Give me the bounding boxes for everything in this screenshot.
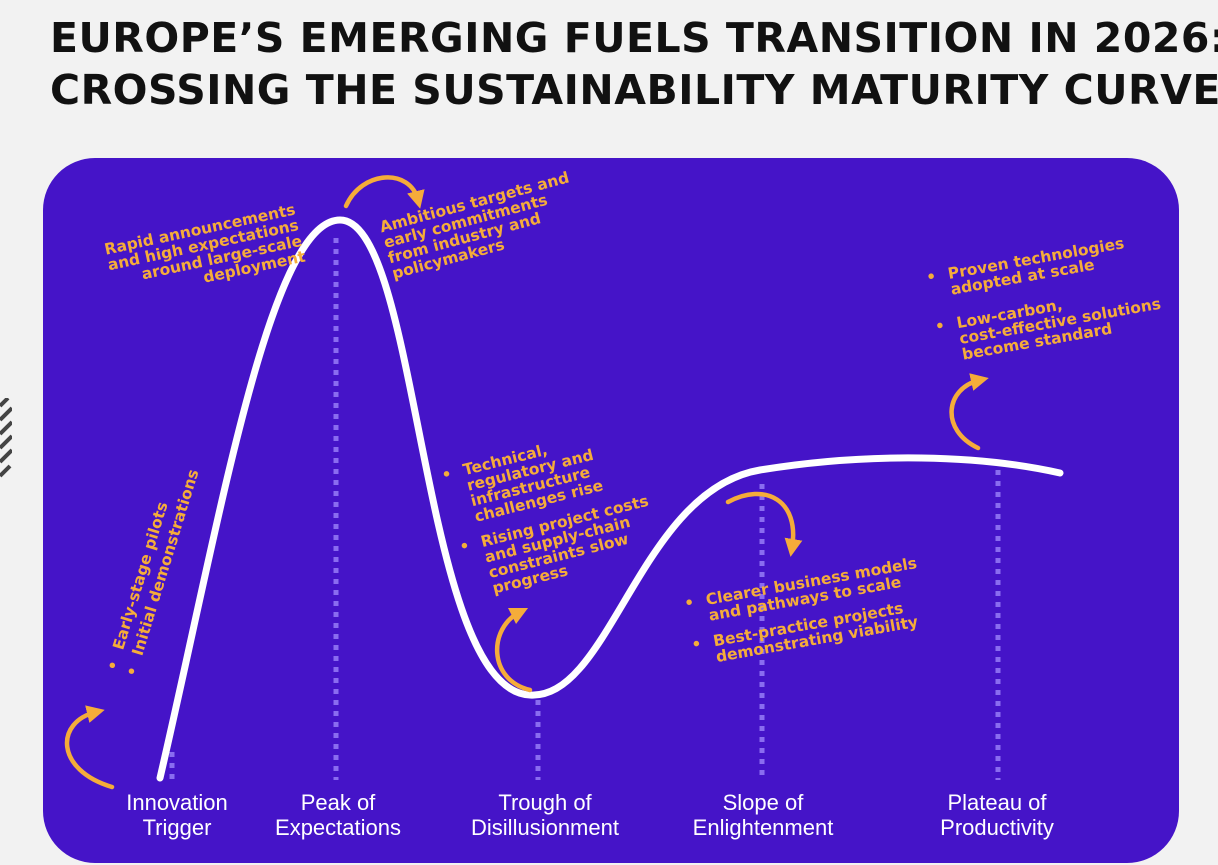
phase-label-peak-of-expectations: Peak of Expectations <box>275 790 401 840</box>
arrow-icon-peak <box>343 175 425 209</box>
accent-arrows <box>64 175 989 790</box>
phase-label-trough-of-disillusionment: Trough of Disillusionment <box>471 790 619 840</box>
maturity-curve-line <box>156 216 1064 782</box>
arrow-icon-plateau <box>949 373 989 451</box>
phase-label-innovation-trigger: Innovation Trigger <box>126 790 228 840</box>
title-line-2: CROSSING THE SUSTAINABILITY MATURITY CUR… <box>50 66 1218 114</box>
phase-label-slope-of-enlightenment: Slope of Enlightenment <box>692 790 834 840</box>
title-line-1: EUROPE’S EMERGING FUELS TRANSITION IN 20… <box>50 14 1218 62</box>
arrow-icon-slope <box>725 491 803 557</box>
phase-label-plateau-of-productivity: Plateau of Productivity <box>940 790 1054 840</box>
arrow-icon-innovation <box>64 705 115 790</box>
page-title: EUROPE’S EMERGING FUELS TRANSITION IN 20… <box>50 12 1218 116</box>
arrow-icon-trough <box>495 607 533 693</box>
edge-stripes-decoration <box>0 398 12 478</box>
